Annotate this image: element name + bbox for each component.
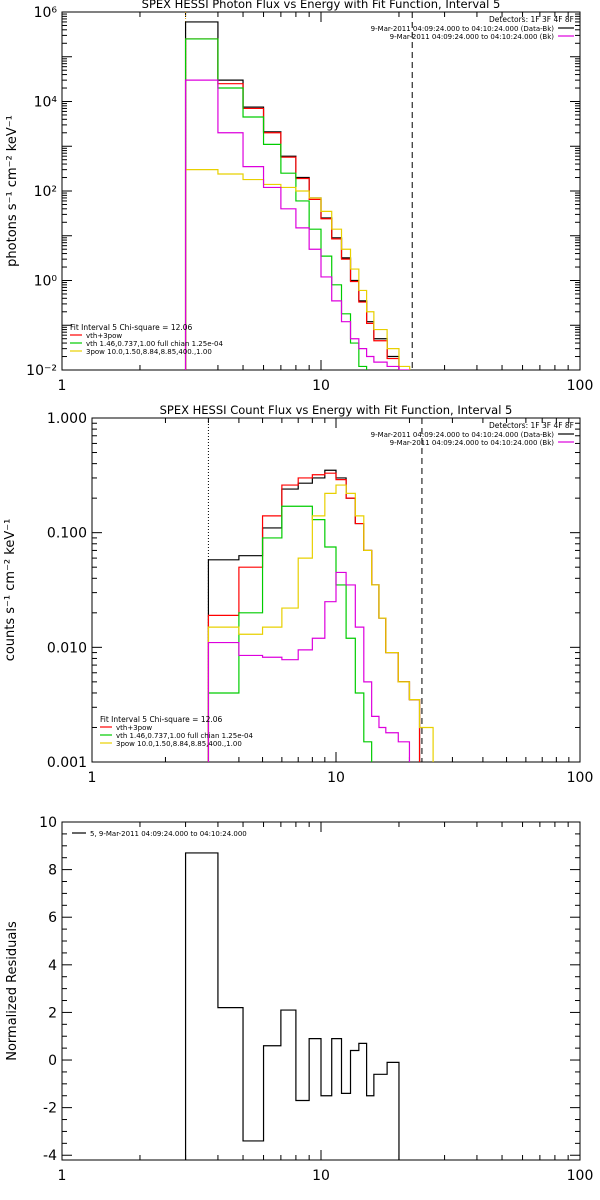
series-5-line [184,852,400,1160]
legend: Detectors: 1F 3F 4F 8F9-Mar-2011 04:09:2… [371,15,574,41]
y-tick-label: 0.001 [47,755,87,771]
fit-legend-entry: vth+3pow [86,332,122,340]
plot-frame [61,11,581,371]
panel-1: SPEX HESSI Photon Flux vs Energy with Fi… [5,0,593,394]
fit-legend-entry: vth 1.46,0.737,1.00 full chian 1.25e-04 [86,340,224,348]
x-tick-label: 100 [567,1168,594,1184]
y-tick-label: 6 [48,910,57,926]
y-tick-label: 10 [39,815,57,831]
x-tick-label: 10 [312,378,330,394]
chart-title: SPEX HESSI Photon Flux vs Energy with Fi… [142,0,501,11]
chart-title: SPEX HESSI Count Flux vs Energy with Fit… [160,403,513,417]
fit-legend-header: Fit Interval 5 Chi-square = 12.06 [100,715,223,724]
legend-entry: 9-Mar-2011 04:09:24.000 to 04:10:24.000 … [390,439,555,447]
fit-legend-header: Fit Interval 5 Chi-square = 12.06 [70,323,193,332]
series-vth-line [207,505,373,762]
fit-legend: Fit Interval 5 Chi-square = 12.06vth+3po… [70,323,224,356]
panel-2: SPEX HESSI Count Flux vs Energy with Fit… [3,403,593,786]
y-tick-label: 10⁻² [26,363,57,379]
y-tick-label: 10⁶ [34,5,58,21]
plot-area [184,852,400,1160]
y-tick-label: 10² [34,184,57,200]
axis-ticks [91,418,580,763]
y-tick-label: 8 [48,863,57,879]
fit-legend: Fit Interval 5 Chi-square = 12.06vth+3po… [100,715,254,748]
legend: 5, 9-Mar-2011 04:09:24.000 to 04:10:24.0… [72,830,247,838]
y-tick-label: 0.010 [47,640,87,656]
legend-entry: 5, 9-Mar-2011 04:09:24.000 to 04:10:24.0… [90,830,247,838]
y-tick-label: 2 [48,1005,57,1021]
axis-ticks [61,12,580,371]
y-tick-label: -2 [43,1101,57,1117]
y-tick-label: 4 [48,958,57,974]
legend-entry: 9-Mar-2011 04:09:24.000 to 04:10:24.000 … [371,25,555,33]
x-tick-label: 100 [567,378,594,394]
series-bk-line [207,571,411,762]
legend-header: Detectors: 1F 3F 4F 8F [489,421,574,430]
fit-legend-entry: 3pow 10.0,1.50,8.84,8.85,400.,1.00 [86,348,212,356]
series-vth-line [184,38,368,370]
legend: Detectors: 1F 3F 4F 8F9-Mar-2011 04:09:2… [371,421,574,447]
y-tick-label: -4 [43,1148,57,1164]
y-tick-label: 10⁴ [34,95,58,111]
plot-area [207,418,434,762]
series-vth-3pow-line [184,38,400,370]
series-vth-3pow-line [207,472,421,762]
fit-legend-entry: vth 1.46,0.737,1.00 full chian 1.25e-04 [116,732,254,740]
y-tick-label: 0.100 [47,526,87,542]
x-tick-label: 1 [58,1168,67,1184]
y-axis-label: counts s⁻¹ cm⁻² keV⁻¹ [3,519,18,662]
x-tick-label: 1 [58,378,67,394]
series-data-line [207,469,421,762]
series-3pow-line [207,484,434,762]
plot-frame [61,821,581,1161]
fit-legend-entry: 3pow 10.0,1.50,8.84,8.85,400.,1.00 [116,740,242,748]
y-tick-label: 10⁰ [34,274,58,290]
x-tick-label: 10 [327,770,345,786]
legend-entry: 9-Mar-2011 04:09:24.000 to 04:10:24.000 … [390,33,555,41]
x-tick-label: 10 [312,1168,330,1184]
series-3pow-line [184,169,411,370]
x-tick-label: 1 [88,770,97,786]
y-tick-label: 0 [48,1053,57,1069]
series-bk-line [184,79,410,370]
legend-header: Detectors: 1F 3F 4F 8F [489,15,574,24]
y-tick-label: 1.000 [47,411,87,427]
legend-entry: 9-Mar-2011 04:09:24.000 to 04:10:24.000 … [371,431,555,439]
axis-ticks [61,821,580,1160]
panel-3: Normalized Residuals 1 10 100 -4 -2 0 2 4 6 8 10 5, … [5,815,593,1184]
y-axis-label: Normalized Residuals [5,921,20,1061]
fit-legend-entry: vth+3pow [116,724,152,732]
y-axis-label: photons s⁻¹ cm⁻² keV⁻¹ [5,115,20,267]
series-data-line [184,21,400,370]
plot-area [184,12,413,370]
x-tick-label: 100 [567,770,594,786]
